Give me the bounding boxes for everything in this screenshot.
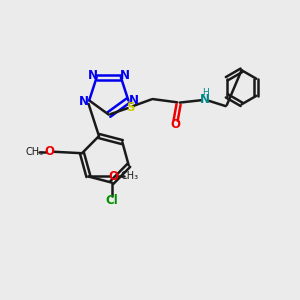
Text: N: N	[88, 69, 98, 82]
Text: Cl: Cl	[105, 194, 118, 207]
Text: N: N	[128, 94, 138, 107]
Text: H: H	[202, 88, 209, 98]
Text: N: N	[200, 93, 210, 106]
Text: N: N	[79, 95, 89, 108]
Text: O: O	[45, 145, 55, 158]
Text: CH₃: CH₃	[121, 172, 139, 182]
Text: O: O	[108, 170, 118, 183]
Text: O: O	[171, 118, 181, 131]
Text: N: N	[120, 69, 130, 82]
Text: S: S	[126, 101, 134, 114]
Text: CH₃: CH₃	[25, 147, 44, 157]
